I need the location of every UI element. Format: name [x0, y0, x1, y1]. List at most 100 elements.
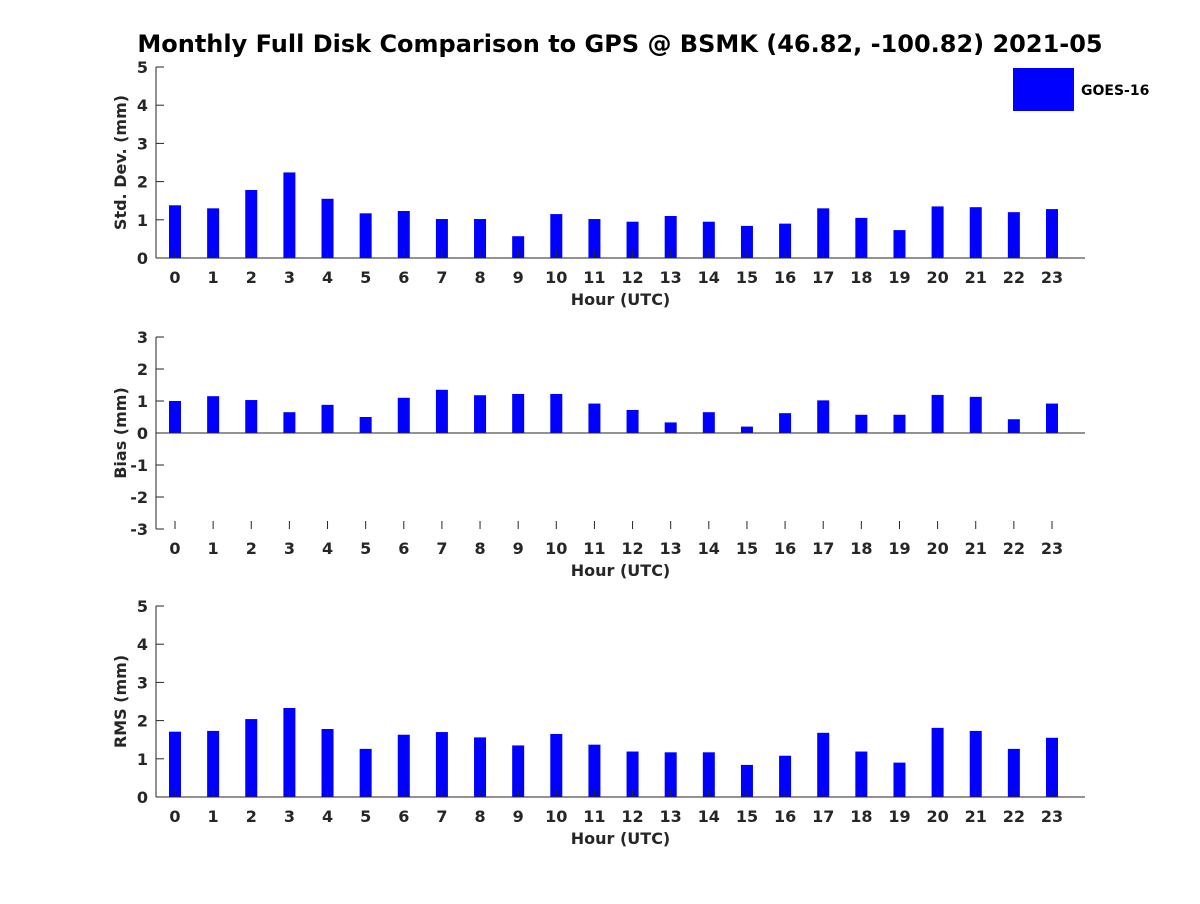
- panel2-bar: [474, 395, 487, 433]
- panel1-x-tick-label: 7: [436, 268, 447, 287]
- panel1-bar: [283, 172, 296, 258]
- panel2-bar: [207, 396, 220, 433]
- panel2-bar: [931, 394, 944, 433]
- panel3-bar: [969, 730, 982, 797]
- panel3-x-axis-label: Hour (UTC): [571, 829, 671, 848]
- panel3-bar: [740, 764, 753, 797]
- panel2-x-axis-label: Hour (UTC): [571, 561, 671, 580]
- panel2-y-tick-label: -3: [130, 520, 148, 539]
- panel1-x-tick-label: 13: [660, 268, 682, 287]
- panel1-x-tick-label: 16: [774, 268, 796, 287]
- panel2-bar: [283, 412, 296, 433]
- panel3-bar: [664, 752, 677, 797]
- panel3-bar: [1045, 737, 1058, 797]
- panel1-x-tick-label: 2: [246, 268, 257, 287]
- panel2-x-tick-label: 19: [888, 539, 910, 558]
- panel3-x-tick-label: 23: [1041, 807, 1063, 826]
- panel2-bar: [969, 396, 982, 433]
- panel2-x-tick-label: 1: [208, 539, 219, 558]
- panel2-bar: [169, 401, 181, 433]
- panel2-x-tick-label: 22: [1003, 539, 1025, 558]
- panel1-bar: [550, 214, 563, 258]
- panel2-y-tick-label: 3: [137, 328, 148, 347]
- panel2-bar: [321, 404, 334, 433]
- panel2-bar: [512, 393, 525, 433]
- panel1-bar: [664, 215, 677, 258]
- panel1-bar: [702, 221, 715, 258]
- panel3-x-tick-label: 21: [965, 807, 987, 826]
- panel1-x-tick-label: 19: [888, 268, 910, 287]
- panel1-bar: [169, 205, 181, 258]
- panel1-x-tick-label: 23: [1041, 268, 1063, 287]
- panel2-y-tick-label: 1: [137, 392, 148, 411]
- panel2-y-tick-label: 2: [137, 360, 148, 379]
- panel2-x-tick-label: 10: [545, 539, 567, 558]
- panel3-x-tick-label: 6: [398, 807, 409, 826]
- panel2-x-tick-label: 20: [926, 539, 948, 558]
- panel3-bar: [779, 755, 792, 797]
- panel3-bar: [474, 737, 487, 797]
- panel2-x-tick-label: 13: [660, 539, 682, 558]
- panel1-bar: [245, 190, 258, 258]
- chart-title: Monthly Full Disk Comparison to GPS @ BS…: [137, 30, 1103, 58]
- panel1-bar: [207, 208, 220, 258]
- panel1-bar: [397, 211, 410, 258]
- panel1-x-tick-label: 20: [926, 268, 948, 287]
- panel1-y-tick-label: 3: [137, 134, 148, 153]
- panel2-x-tick-label: 11: [583, 539, 605, 558]
- panel2-bar: [702, 412, 715, 433]
- panel1-y-tick-label: 5: [137, 58, 148, 77]
- panel3-x-tick-label: 4: [322, 807, 333, 826]
- panel2-y-tick-label: -2: [130, 488, 148, 507]
- panel3-y-axis-label: RMS (mm): [111, 655, 130, 748]
- panel2-bar: [245, 400, 258, 433]
- panel1-y-tick-label: 4: [137, 96, 148, 115]
- panel1-y-axis-label: Std. Dev. (mm): [111, 95, 130, 230]
- panel3-x-tick-label: 22: [1003, 807, 1025, 826]
- panel2-x-tick-label: 12: [621, 539, 643, 558]
- panel1-bar: [474, 219, 487, 258]
- panel1-bar: [817, 208, 830, 258]
- panel1-x-tick-label: 0: [169, 268, 180, 287]
- panel1-x-tick-label: 9: [513, 268, 524, 287]
- panel1-x-tick-label: 15: [736, 268, 758, 287]
- panel1-bar: [512, 236, 525, 258]
- panel2-bar: [740, 426, 753, 433]
- panel3-x-tick-label: 8: [474, 807, 485, 826]
- panel1-bar: [1045, 209, 1058, 258]
- panel2-bar: [1007, 419, 1020, 433]
- panel3-x-tick-label: 12: [621, 807, 643, 826]
- panel3-y-tick-label: 3: [137, 673, 148, 692]
- panel1-x-tick-label: 4: [322, 268, 333, 287]
- panel1-bar: [588, 219, 601, 258]
- panel2-x-tick-label: 7: [436, 539, 447, 558]
- panel3-bar: [512, 745, 525, 797]
- panel3-x-tick-label: 15: [736, 807, 758, 826]
- panel1-bar: [740, 225, 753, 258]
- panel2-bar: [1045, 403, 1058, 433]
- panel2-x-tick-label: 3: [284, 539, 295, 558]
- panel3-x-tick-label: 5: [360, 807, 371, 826]
- panel1-x-tick-label: 22: [1003, 268, 1025, 287]
- panel2-x-tick-label: 2: [246, 539, 257, 558]
- panel2-x-tick-label: 16: [774, 539, 796, 558]
- panel2-x-tick-label: 18: [850, 539, 872, 558]
- panel3-bar: [169, 731, 181, 797]
- panel3-bar: [397, 734, 410, 797]
- panel3-x-tick-label: 16: [774, 807, 796, 826]
- panel3-bar: [626, 751, 639, 797]
- legend-swatch: [1013, 68, 1074, 111]
- panel2-bar: [626, 409, 639, 433]
- panel3-x-tick-label: 7: [436, 807, 447, 826]
- panel1-bar: [969, 207, 982, 258]
- panel3-bar: [359, 748, 372, 797]
- panel2-bar: [397, 397, 410, 433]
- panel3-x-tick-label: 3: [284, 807, 295, 826]
- panel3-x-tick-label: 17: [812, 807, 834, 826]
- panel1-bar: [359, 213, 372, 258]
- panel1-bar: [1007, 212, 1020, 258]
- panel1-bar: [779, 223, 792, 258]
- panel3-bar: [1007, 748, 1020, 797]
- panel3-x-tick-label: 10: [545, 807, 567, 826]
- panel2-x-tick-label: 9: [513, 539, 524, 558]
